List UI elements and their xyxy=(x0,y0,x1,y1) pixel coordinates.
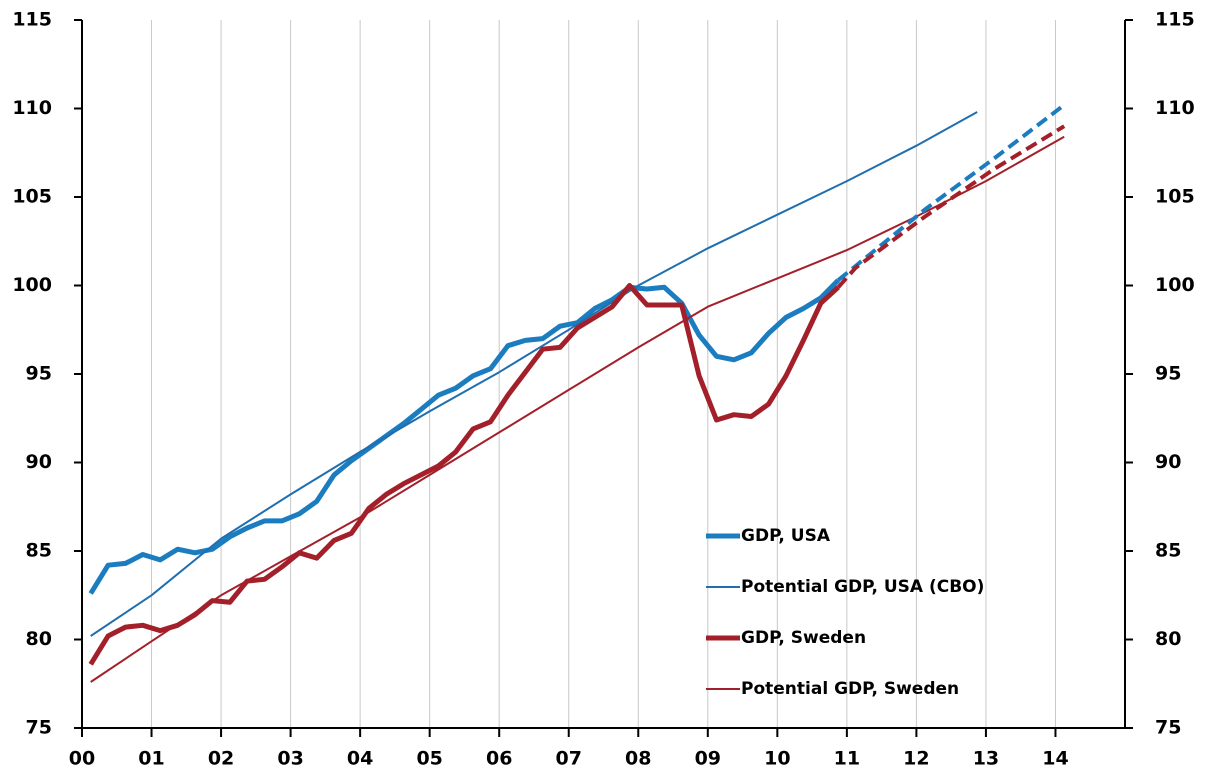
y-tick-label: 75 xyxy=(26,717,52,739)
series-line xyxy=(88,278,840,595)
y-tick-label: 95 xyxy=(26,363,52,385)
x-tick-label: 14 xyxy=(1042,748,1068,770)
y2-tick-label: 80 xyxy=(1155,628,1181,650)
y2-tick-label: 115 xyxy=(1155,9,1195,31)
y2-tick-label: 110 xyxy=(1155,97,1195,119)
y2-tick-label: 85 xyxy=(1155,540,1181,562)
x-tick-label: 10 xyxy=(764,748,790,770)
y-tick-label: 100 xyxy=(12,274,52,296)
x-tick-label: 02 xyxy=(208,748,234,770)
y-tick-label: 90 xyxy=(26,451,52,473)
x-tick-label: 05 xyxy=(416,748,442,770)
y2-tick-label: 75 xyxy=(1155,717,1181,739)
x-tick-label: 03 xyxy=(277,748,303,770)
y-tick-label: 110 xyxy=(12,97,52,119)
y2-tick-label: 95 xyxy=(1155,363,1181,385)
legend-label: GDP, Sweden xyxy=(741,628,866,648)
legend: GDP, USA Potential GDP, USA (CBO) GDP, Swe… xyxy=(706,526,984,699)
x-tick-label: 04 xyxy=(347,748,373,770)
forecast-line xyxy=(836,103,1066,282)
series-line xyxy=(88,283,840,666)
series-line xyxy=(90,111,978,637)
y2-tick-label: 105 xyxy=(1155,186,1195,208)
x-tick-label: 12 xyxy=(903,748,929,770)
series-line xyxy=(90,135,1065,683)
legend-label: GDP, USA xyxy=(741,526,831,546)
x-tick-label: 13 xyxy=(973,748,999,770)
y-tick-label: 105 xyxy=(12,186,52,208)
y2-tick-label: 100 xyxy=(1155,274,1195,296)
x-tick-label: 00 xyxy=(69,748,95,770)
x-tick-label: 06 xyxy=(486,748,512,770)
y2-tick-label: 90 xyxy=(1155,451,1181,473)
x-tick-label: 11 xyxy=(834,748,860,770)
y-tick-label: 80 xyxy=(26,628,52,650)
x-tick-label: 09 xyxy=(695,748,721,770)
legend-label: Potential GDP, USA (CBO) xyxy=(741,577,984,597)
y-tick-label: 115 xyxy=(12,9,52,31)
forecast-line xyxy=(836,124,1066,289)
y-tick-label: 85 xyxy=(26,540,52,562)
x-tick-label: 01 xyxy=(138,748,164,770)
x-tick-label: 08 xyxy=(625,748,651,770)
x-tick-label: 07 xyxy=(556,748,582,770)
legend-label: Potential GDP, Sweden xyxy=(741,679,959,699)
